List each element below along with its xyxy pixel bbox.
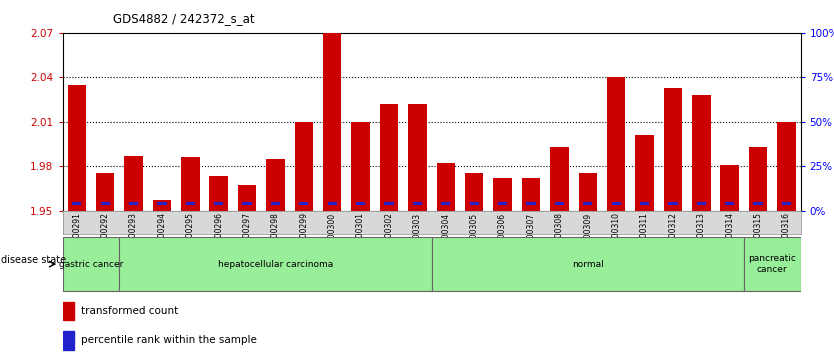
Text: GSM1200307: GSM1200307 — [526, 212, 535, 264]
Bar — [158, 202, 167, 205]
Bar — [384, 202, 394, 205]
Text: percentile rank within the sample: percentile rank within the sample — [81, 335, 257, 346]
Bar — [522, 178, 540, 211]
Bar — [494, 178, 512, 211]
Text: GSM1200311: GSM1200311 — [640, 212, 649, 263]
Bar — [583, 202, 592, 205]
Bar — [498, 202, 507, 205]
Bar — [696, 202, 706, 205]
Bar — [96, 174, 114, 211]
Bar — [294, 122, 313, 211]
Bar — [781, 202, 791, 205]
Bar — [356, 202, 365, 205]
Bar — [266, 159, 284, 211]
Text: GSM1200296: GSM1200296 — [214, 212, 224, 264]
Bar — [413, 202, 422, 205]
Bar — [550, 147, 569, 211]
Bar — [436, 163, 455, 211]
Bar — [351, 122, 369, 211]
Bar — [63, 331, 74, 350]
Bar — [72, 202, 82, 205]
Text: GSM1200294: GSM1200294 — [158, 212, 167, 264]
Bar — [721, 164, 739, 211]
Bar — [63, 237, 119, 291]
Bar — [101, 202, 110, 205]
Bar — [664, 87, 682, 211]
Bar — [68, 85, 86, 211]
Text: GSM1200295: GSM1200295 — [186, 212, 195, 264]
Bar — [63, 302, 74, 320]
Bar — [323, 33, 341, 211]
Bar — [692, 95, 711, 211]
Bar — [214, 202, 224, 205]
Bar — [668, 202, 677, 205]
Text: GSM1200308: GSM1200308 — [555, 212, 564, 264]
Text: GSM1200291: GSM1200291 — [73, 212, 81, 263]
Bar — [379, 104, 399, 211]
Text: GSM1200310: GSM1200310 — [611, 212, 620, 264]
Text: GSM1200309: GSM1200309 — [583, 212, 592, 264]
Bar — [579, 174, 597, 211]
Bar — [640, 202, 649, 205]
Bar — [271, 202, 280, 205]
Bar — [555, 202, 564, 205]
Bar — [465, 174, 484, 211]
Bar — [209, 176, 228, 211]
Text: GSM1200312: GSM1200312 — [668, 212, 677, 263]
Text: GSM1200316: GSM1200316 — [782, 212, 791, 264]
Text: GSM1200306: GSM1200306 — [498, 212, 507, 264]
Bar — [119, 237, 432, 291]
Text: GSM1200292: GSM1200292 — [101, 212, 109, 263]
Bar — [749, 147, 767, 211]
Text: GSM1200315: GSM1200315 — [754, 212, 762, 264]
Text: disease state: disease state — [1, 256, 66, 265]
Bar — [636, 135, 654, 211]
Text: GSM1200298: GSM1200298 — [271, 212, 280, 263]
Bar — [153, 200, 171, 211]
Bar — [181, 157, 199, 211]
Text: GSM1200299: GSM1200299 — [299, 212, 309, 264]
Bar — [328, 202, 337, 205]
Text: GSM1200305: GSM1200305 — [470, 212, 479, 264]
Bar — [607, 77, 626, 211]
Bar — [744, 237, 801, 291]
Bar — [441, 202, 450, 205]
Bar — [129, 202, 138, 205]
Text: GSM1200304: GSM1200304 — [441, 212, 450, 264]
Bar — [432, 237, 744, 291]
Text: GSM1200293: GSM1200293 — [129, 212, 138, 264]
Text: GSM1200303: GSM1200303 — [413, 212, 422, 264]
Bar — [725, 202, 734, 205]
Text: GSM1200297: GSM1200297 — [243, 212, 252, 264]
Bar — [777, 122, 796, 211]
Text: GSM1200301: GSM1200301 — [356, 212, 365, 264]
Bar — [611, 202, 620, 205]
Bar — [753, 202, 762, 205]
Text: GSM1200314: GSM1200314 — [726, 212, 734, 264]
Bar — [238, 185, 256, 211]
Text: normal: normal — [572, 260, 604, 269]
Bar — [408, 104, 427, 211]
Bar — [243, 202, 252, 205]
Text: GDS4882 / 242372_s_at: GDS4882 / 242372_s_at — [113, 12, 254, 25]
Text: transformed count: transformed count — [81, 306, 178, 316]
Text: gastric cancer: gastric cancer — [58, 260, 123, 269]
Bar — [186, 202, 195, 205]
Text: pancreatic
cancer: pancreatic cancer — [748, 254, 796, 274]
Bar — [526, 202, 535, 205]
Text: GSM1200302: GSM1200302 — [384, 212, 394, 264]
Bar — [299, 202, 309, 205]
Bar — [124, 156, 143, 211]
Text: GSM1200313: GSM1200313 — [696, 212, 706, 264]
Text: hepatocellular carcinoma: hepatocellular carcinoma — [218, 260, 333, 269]
Text: GSM1200300: GSM1200300 — [328, 212, 337, 264]
Bar — [470, 202, 479, 205]
